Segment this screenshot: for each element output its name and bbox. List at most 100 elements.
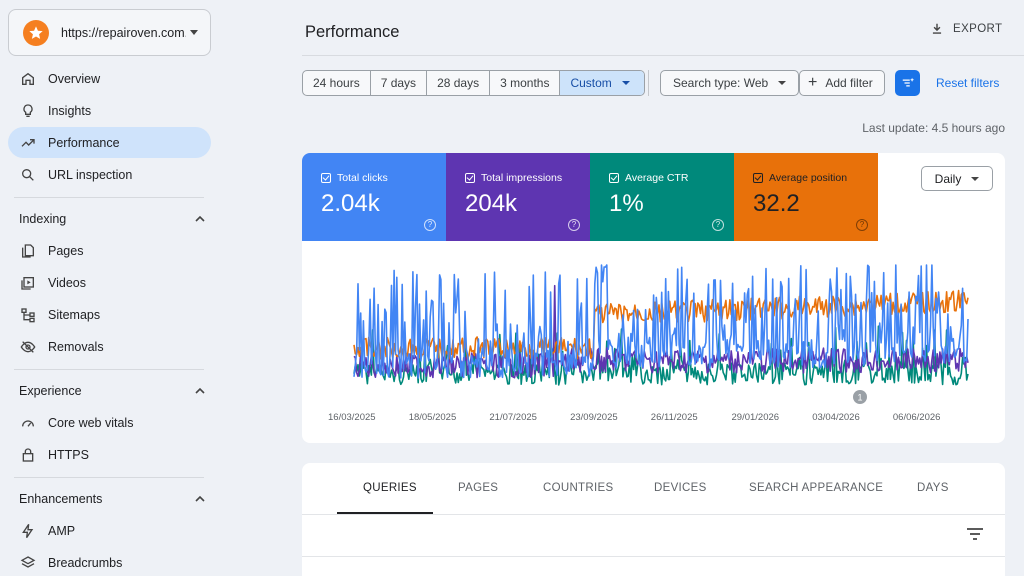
checkbox-checked-icon[interactable]: [321, 173, 331, 183]
date-range-custom[interactable]: Custom: [560, 71, 644, 95]
gauge-icon: [20, 415, 36, 431]
chevron-up-icon: [195, 495, 205, 502]
section-indexing[interactable]: Indexing: [19, 212, 205, 226]
nav-url-inspection[interactable]: URL inspection: [8, 159, 211, 190]
date-range-custom-label: Custom: [570, 76, 612, 90]
chevron-up-icon: [195, 387, 205, 394]
search-icon: [20, 167, 36, 183]
nav-removals[interactable]: Removals: [8, 331, 211, 362]
caret-down-icon: [621, 81, 630, 85]
nav-https[interactable]: HTTPS: [8, 439, 211, 470]
add-filter-button[interactable]: + Add filter: [799, 70, 885, 96]
eye-off-icon: [20, 339, 36, 355]
video-icon: [20, 275, 36, 291]
search-type-label: Search type: Web: [673, 76, 769, 90]
chart-series-total-clicks: [353, 264, 969, 379]
chart-x-tick-label: 03/04/2026: [812, 412, 860, 423]
checkbox-checked-icon[interactable]: [465, 173, 475, 183]
chart-x-tick-label: 18/05/2025: [409, 412, 457, 423]
pages-icon: [20, 243, 36, 259]
property-url: https://repairoven.com.au: [61, 25, 186, 40]
metric-average-ctr[interactable]: Average CTR 1% ?: [590, 153, 734, 241]
nav-core-web-vitals[interactable]: Core web vitals: [8, 407, 211, 438]
chart-annotation-label: 1: [857, 393, 862, 403]
metric-average-position[interactable]: Average position 32.2 ?: [734, 153, 878, 241]
nav-performance[interactable]: Performance: [8, 127, 211, 158]
caret-down-icon: [971, 176, 980, 181]
tab-queries[interactable]: QUERIES: [363, 482, 417, 494]
export-button[interactable]: EXPORT: [930, 22, 1002, 36]
metric-clicks-label: Total clicks: [337, 172, 388, 184]
section-experience[interactable]: Experience: [19, 384, 205, 398]
tabs-divider: [302, 514, 1005, 515]
granularity-dropdown[interactable]: Daily: [921, 166, 993, 191]
metric-total-impressions[interactable]: Total impressions 204k ?: [446, 153, 590, 241]
section-enhancements[interactable]: Enhancements: [19, 492, 205, 506]
tab-search-appearance[interactable]: SEARCH APPEARANCE: [749, 482, 884, 494]
caret-down-icon: [778, 81, 787, 85]
sidebar-divider: [14, 477, 204, 478]
chevron-down-icon: [190, 30, 198, 35]
chart-annotation-marker[interactable]: [853, 390, 867, 404]
help-icon[interactable]: ?: [856, 219, 868, 231]
nav-overview[interactable]: Overview: [8, 63, 211, 94]
chart-x-tick-label: 16/03/2025: [328, 412, 376, 423]
tab-days[interactable]: DAYS: [917, 482, 949, 494]
tab-countries[interactable]: COUNTRIES: [543, 482, 614, 494]
nav-amp[interactable]: AMP: [8, 515, 211, 546]
date-range-group: 24 hours 7 days 28 days 3 months Custom: [302, 70, 645, 96]
tab-devices[interactable]: DEVICES: [654, 482, 707, 494]
metric-total-clicks[interactable]: Total clicks 2.04k ?: [302, 153, 446, 241]
chevron-up-icon: [195, 215, 205, 222]
metric-position-label: Average position: [769, 172, 848, 184]
metric-ctr-label: Average CTR: [625, 172, 689, 184]
filter-sparkle-icon: [902, 77, 914, 87]
header-divider: [302, 55, 1024, 56]
sidebar: https://repairoven.com.au Overview Insig…: [0, 0, 218, 576]
date-range-7-days[interactable]: 7 days: [371, 71, 428, 95]
nav-sitemaps-label: Sitemaps: [48, 307, 101, 322]
nav-insights-label: Insights: [48, 103, 92, 118]
date-range-24-hours[interactable]: 24 hours: [303, 71, 371, 95]
nav-videos[interactable]: Videos: [8, 267, 211, 298]
table-filter-icon[interactable]: [966, 527, 984, 541]
plus-icon: +: [808, 74, 818, 91]
granularity-label: Daily: [934, 171, 962, 186]
site-logo: [23, 19, 49, 46]
filter-settings-button[interactable]: [895, 70, 920, 96]
nav-videos-label: Videos: [48, 275, 86, 290]
metric-impressions-value: 204k: [465, 190, 518, 217]
lock-icon: [20, 447, 36, 463]
property-selector[interactable]: https://repairoven.com.au: [8, 9, 211, 56]
metric-clicks-value: 2.04k: [321, 190, 380, 217]
nav-pages[interactable]: Pages: [8, 235, 211, 266]
help-icon[interactable]: ?: [424, 219, 436, 231]
help-icon[interactable]: ?: [712, 219, 724, 231]
reset-filters-link[interactable]: Reset filters: [936, 76, 1000, 90]
active-tab-indicator: [337, 512, 433, 514]
nav-url-inspection-label: URL inspection: [48, 167, 133, 182]
search-type-dropdown[interactable]: Search type: Web: [660, 70, 800, 96]
bolt-icon: [20, 523, 36, 539]
date-range-28-days[interactable]: 28 days: [427, 71, 491, 95]
section-experience-title: Experience: [19, 384, 82, 398]
help-icon[interactable]: ?: [568, 219, 580, 231]
section-indexing-title: Indexing: [19, 212, 67, 226]
checkbox-checked-icon[interactable]: [609, 173, 619, 183]
export-label: EXPORT: [953, 23, 1003, 35]
nav-insights[interactable]: Insights: [8, 95, 211, 126]
last-update-text: Last update: 4.5 hours ago: [862, 121, 1005, 135]
trending-up-icon: [20, 135, 36, 151]
add-filter-label: Add filter: [825, 76, 873, 90]
dimension-tabs-card: QUERIES PAGES COUNTRIES DEVICES SEARCH A…: [302, 463, 1005, 576]
date-range-3-months[interactable]: 3 months: [490, 71, 561, 95]
nav-sitemaps[interactable]: Sitemaps: [8, 299, 211, 330]
filter-separator: [648, 70, 649, 96]
checkbox-checked-icon[interactable]: [753, 173, 763, 183]
nav-breadcrumbs[interactable]: Breadcrumbs: [8, 547, 211, 576]
metric-position-value: 32.2: [753, 190, 800, 217]
metric-ctr-value: 1%: [609, 190, 644, 217]
section-enhancements-title: Enhancements: [19, 492, 103, 506]
tab-pages[interactable]: PAGES: [458, 482, 499, 494]
nav-performance-label: Performance: [48, 135, 120, 150]
